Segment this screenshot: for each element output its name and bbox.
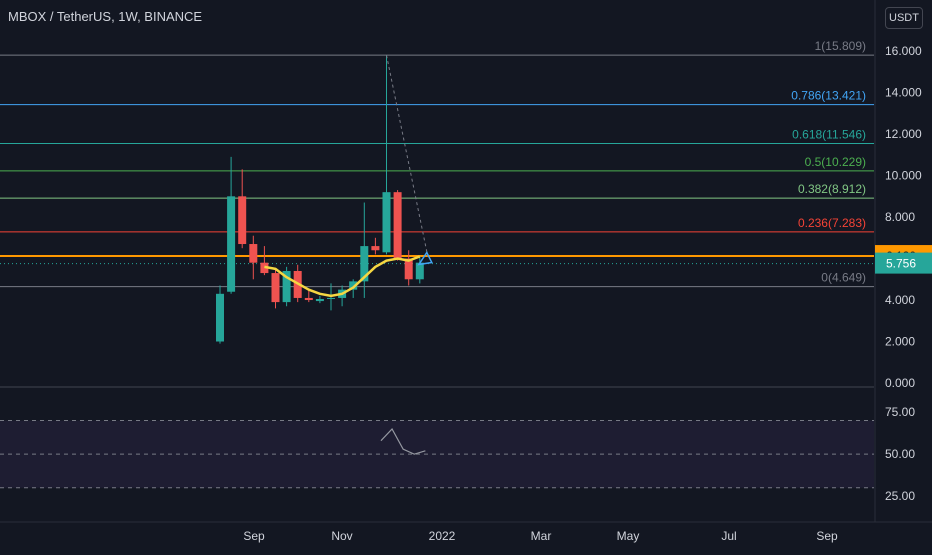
currency-button[interactable]: USDT	[885, 7, 923, 29]
price-tick-label: 10.000	[885, 169, 922, 183]
time-axis-label: Sep	[243, 529, 265, 543]
candle-body	[304, 297, 313, 301]
fib-level-label: 0.5(10.229)	[805, 155, 866, 169]
candle-body	[282, 270, 291, 303]
fib-level-label: 1(15.809)	[815, 39, 866, 53]
price-tick-label: 12.000	[885, 127, 922, 141]
candle-body	[393, 192, 402, 259]
candle-body	[216, 293, 224, 342]
rsi-tick-label: 50.00	[885, 447, 915, 461]
symbol-title: MBOX / TetherUS, 1W, BINANCE	[8, 9, 203, 24]
candle-body	[371, 246, 380, 251]
trend-projection-line	[386, 55, 429, 257]
time-axis-label: May	[617, 529, 640, 543]
price-tick-label: 4.000	[885, 293, 915, 307]
price-tick-label: 0.000	[885, 376, 915, 390]
fib-level-label: 0.236(7.283)	[798, 216, 866, 230]
time-axis-label: 2022	[429, 529, 456, 543]
price-tick-label: 8.000	[885, 210, 915, 224]
candle-body	[349, 281, 358, 290]
last-price-tag-label: 5.756	[886, 257, 916, 271]
candle-body	[238, 196, 247, 245]
price-tick-label: 14.000	[885, 86, 922, 100]
time-axis-label: Mar	[531, 529, 552, 543]
fib-level-label: 0.786(13.421)	[791, 89, 866, 103]
drawing-marker-icon	[417, 251, 433, 266]
candle-body	[415, 262, 424, 280]
candle-body	[271, 273, 280, 303]
time-axis-label: Nov	[331, 529, 352, 543]
fib-level-label: 0.618(11.546)	[792, 128, 866, 142]
candle-body	[227, 196, 236, 292]
price-tick-label: 16.000	[885, 44, 922, 58]
rsi-tick-label: 25.00	[885, 489, 915, 503]
time-axis-label: Jul	[721, 529, 736, 543]
fib-level-label: 0(4.649)	[821, 271, 866, 285]
rsi-line	[380, 427, 426, 455]
price-tick-label: 2.000	[885, 335, 915, 349]
fib-level-label: 0.382(8.912)	[798, 182, 866, 196]
candle-body	[327, 297, 335, 299]
candle-body	[382, 192, 391, 253]
candle-body	[360, 246, 369, 282]
moving-average-line	[264, 255, 421, 298]
candle-body	[315, 298, 324, 302]
last-price-tag	[875, 252, 932, 274]
candle-body	[404, 258, 413, 280]
rsi-tick-label: 75.00	[885, 405, 915, 419]
candle-body	[249, 244, 258, 263]
time-axis-label: Sep	[816, 529, 838, 543]
